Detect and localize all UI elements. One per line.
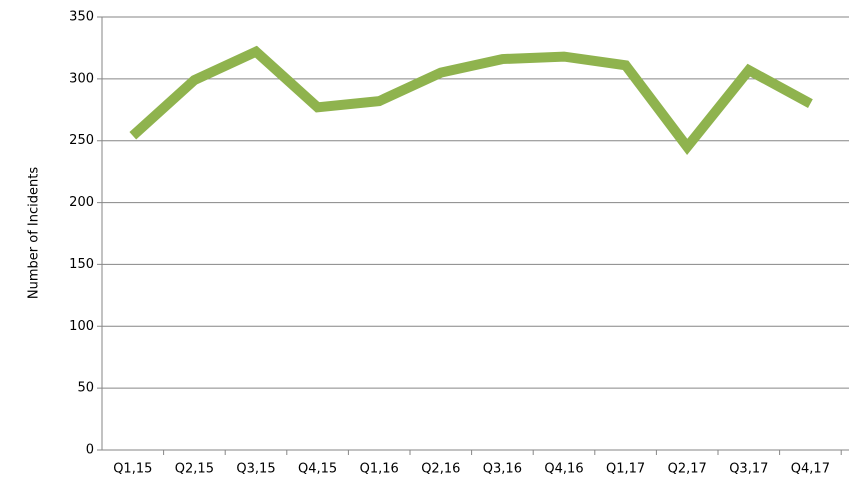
x-tick-label: Q1,15: [113, 462, 152, 477]
y-axis-label: Number of Incidents: [27, 167, 42, 299]
y-tick-label: 300: [69, 71, 94, 86]
y-tick-label: 200: [69, 195, 94, 210]
x-tick-label: Q4,16: [544, 462, 583, 477]
x-tick-label: Q2,16: [421, 462, 460, 477]
x-tick-label: Q3,17: [729, 462, 768, 477]
x-tick-label: Q2,17: [668, 462, 707, 477]
x-tick-label: Q4,15: [298, 462, 337, 477]
x-tick-label: Q2,15: [175, 462, 214, 477]
x-tick-label: Q1,17: [606, 462, 645, 477]
x-tick-label: Q3,15: [236, 462, 275, 477]
y-tick-label: 100: [69, 319, 94, 334]
x-tick-label: Q1,16: [360, 462, 399, 477]
data-line: [129, 45, 813, 156]
y-tick-label: 0: [86, 443, 94, 458]
y-tick-label: 250: [69, 133, 94, 148]
x-tick-label: Q4,17: [791, 462, 830, 477]
y-tick-label: 350: [69, 10, 94, 25]
y-tick-label: 150: [69, 257, 94, 272]
x-tick-label: Q3,16: [483, 462, 522, 477]
y-tick-label: 50: [77, 381, 94, 396]
